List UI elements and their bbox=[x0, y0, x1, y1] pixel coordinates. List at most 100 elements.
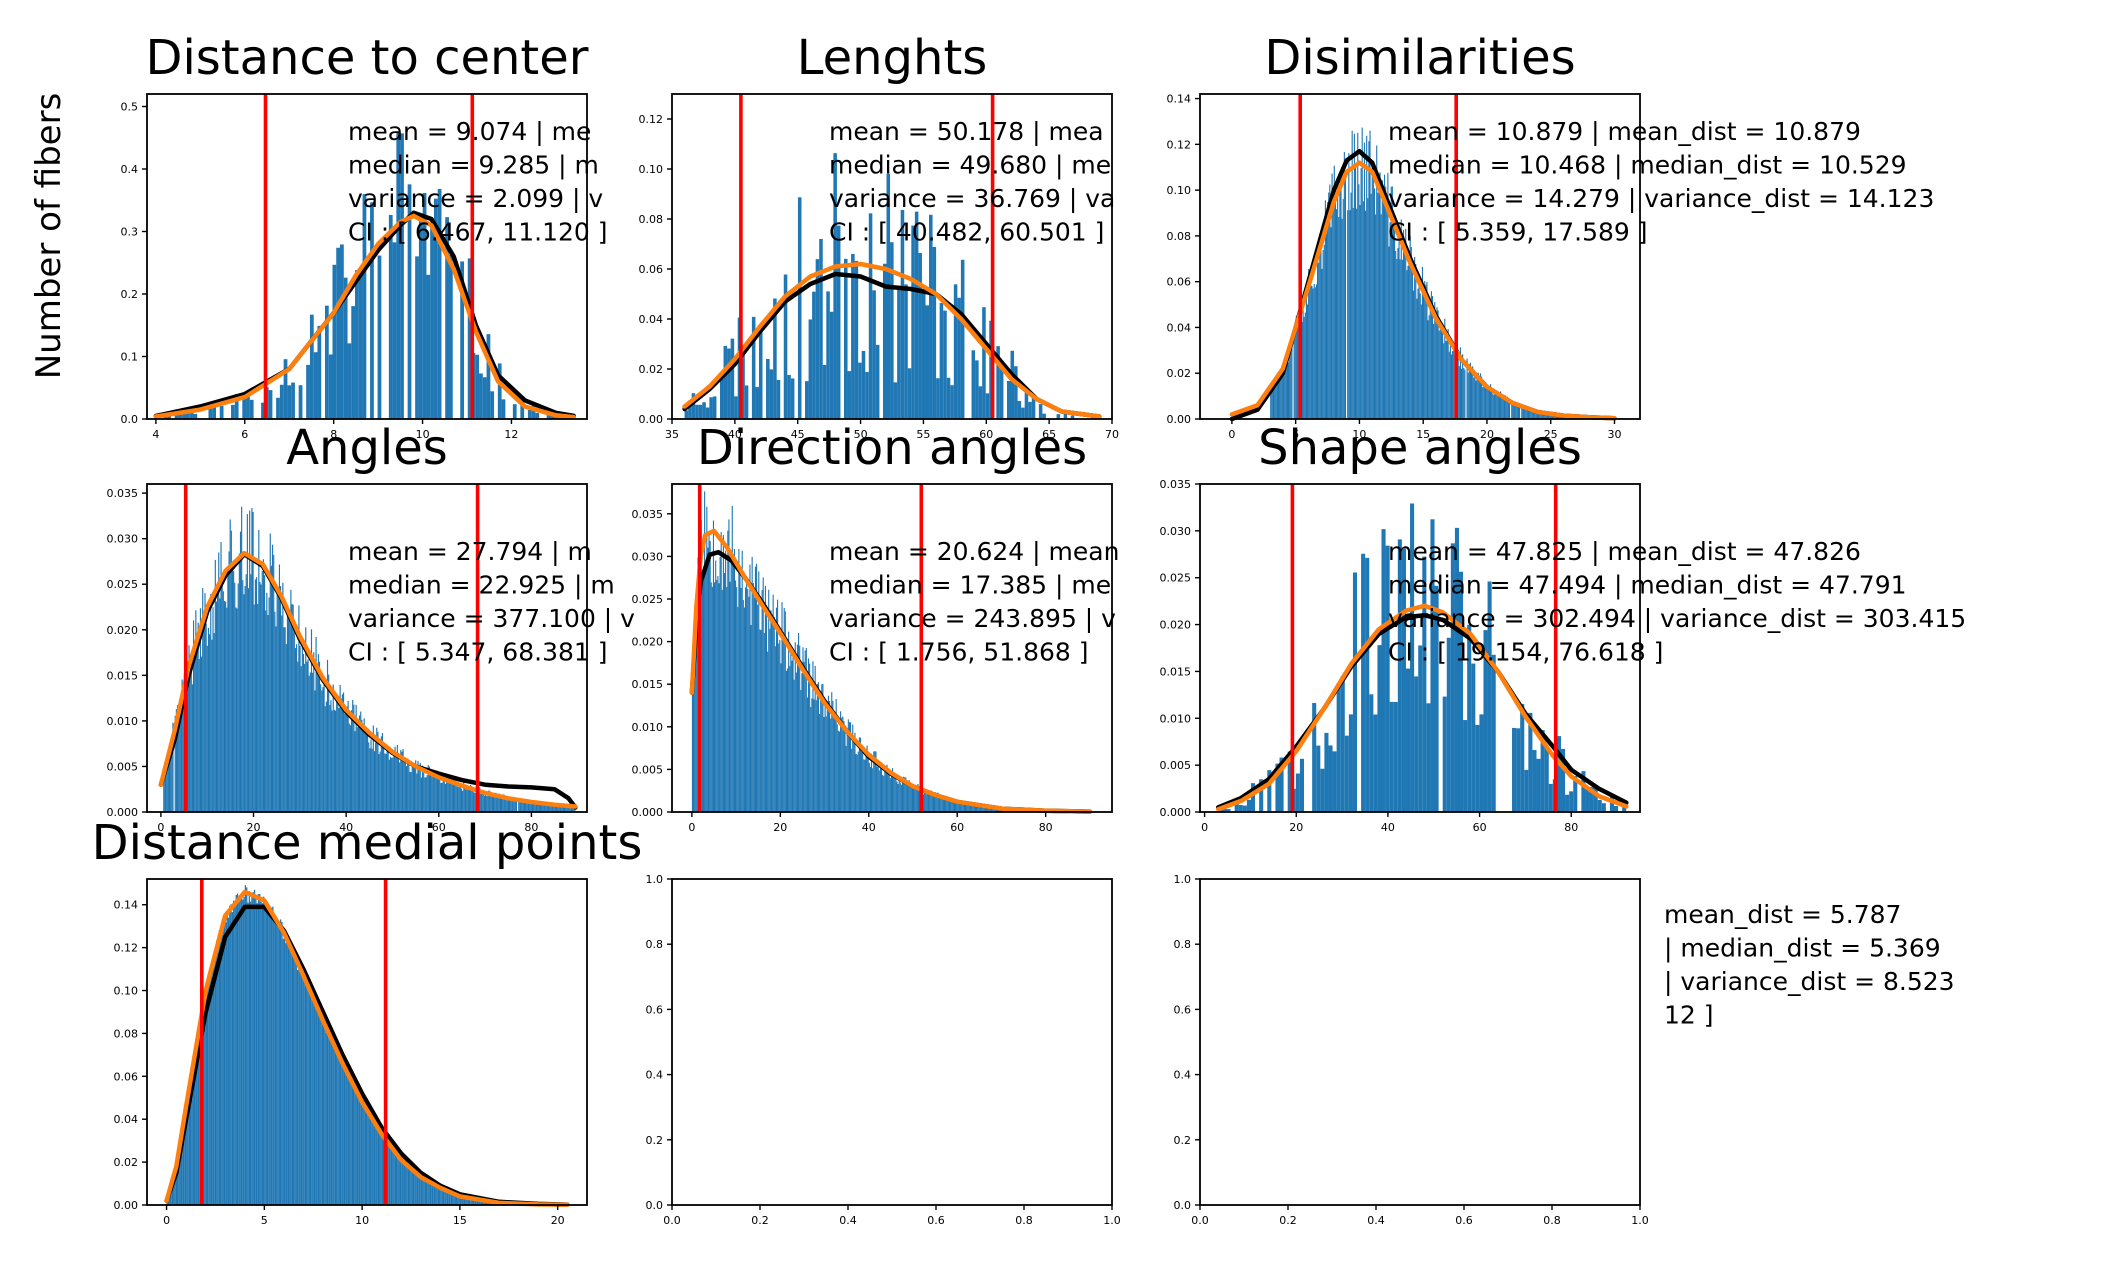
histogram-bar bbox=[351, 1086, 353, 1205]
histogram-bar bbox=[738, 548, 740, 812]
histogram-bar bbox=[184, 1107, 187, 1205]
histogram-bar bbox=[377, 1129, 380, 1205]
histogram-bar bbox=[1415, 264, 1417, 419]
x-tick-label: 15 bbox=[1416, 428, 1430, 441]
histogram-bar bbox=[284, 627, 286, 812]
histogram-bar bbox=[222, 591, 224, 812]
histogram-bar bbox=[449, 782, 451, 812]
histogram-bar bbox=[482, 791, 484, 812]
histogram-bar bbox=[1006, 380, 1011, 419]
histogram-bar bbox=[1332, 204, 1334, 419]
histogram-bar bbox=[1463, 720, 1468, 812]
histogram-bar bbox=[195, 610, 197, 812]
histogram-bar bbox=[199, 608, 201, 812]
figure-ylabel: Number of fibers bbox=[29, 93, 69, 380]
histogram-bar bbox=[202, 588, 204, 812]
histogram-bar bbox=[1569, 791, 1574, 812]
histogram-bar bbox=[1505, 397, 1507, 419]
histogram-bar bbox=[947, 801, 949, 812]
histogram-bar bbox=[267, 615, 269, 812]
histogram-bar bbox=[1014, 366, 1018, 419]
histogram-bar bbox=[812, 291, 816, 419]
histogram-bar bbox=[1483, 630, 1488, 812]
histogram-bar bbox=[482, 377, 487, 419]
histogram-bar bbox=[822, 364, 827, 419]
histogram-bar bbox=[459, 786, 461, 812]
histogram-bar bbox=[1366, 135, 1368, 419]
histogram-bar bbox=[1460, 368, 1463, 419]
histogram-bar bbox=[1271, 388, 1273, 419]
histogram-bar bbox=[901, 780, 904, 812]
histogram-bar bbox=[876, 766, 878, 812]
histogram-bar bbox=[1354, 163, 1357, 419]
histogram-bar bbox=[211, 639, 213, 812]
histogram-bar bbox=[403, 1163, 406, 1205]
histogram-bar bbox=[341, 694, 343, 812]
histogram-bar bbox=[1468, 364, 1470, 419]
histogram-bar bbox=[844, 727, 846, 812]
histogram-bar bbox=[352, 1082, 355, 1205]
histogram-bar bbox=[997, 808, 999, 812]
histogram-bar bbox=[967, 804, 969, 812]
histogram-bar bbox=[440, 782, 442, 812]
histogram-bar bbox=[749, 564, 751, 812]
histogram-bars bbox=[684, 153, 1075, 419]
histogram-bars bbox=[155, 132, 566, 419]
histogram-bar bbox=[428, 766, 431, 812]
histogram-bar bbox=[1306, 304, 1309, 419]
histogram-bar bbox=[1487, 389, 1489, 419]
histogram-bar bbox=[213, 960, 215, 1205]
histogram-bar bbox=[415, 760, 417, 812]
histogram-bar bbox=[509, 799, 511, 812]
histogram-bar bbox=[706, 506, 708, 812]
histogram-bar bbox=[816, 683, 818, 812]
histogram-bar bbox=[935, 792, 937, 812]
histogram-bar bbox=[221, 584, 223, 812]
histogram-bar bbox=[883, 775, 885, 812]
histogram-bar bbox=[1524, 408, 1526, 419]
histogram-bar bbox=[1479, 373, 1482, 419]
histogram-bar bbox=[444, 783, 447, 812]
y-tick-label: 0.08 bbox=[114, 1027, 139, 1040]
y-tick-label: 0.020 bbox=[107, 624, 139, 637]
x-tick-label: 0.8 bbox=[1015, 1214, 1033, 1227]
histogram-bar bbox=[1459, 347, 1461, 419]
histogram-bar bbox=[486, 796, 488, 812]
histogram-bar bbox=[345, 709, 347, 812]
histogram-bar bbox=[1508, 402, 1511, 419]
x-tick-label: 8 bbox=[330, 428, 337, 441]
histogram-bar bbox=[987, 807, 989, 812]
histogram-bar bbox=[792, 654, 794, 812]
histogram-bar bbox=[757, 604, 759, 812]
histogram-bar bbox=[1398, 230, 1400, 419]
histogram-bar bbox=[1293, 338, 1295, 419]
histogram-bar bbox=[546, 803, 548, 812]
y-tick-label: 0.08 bbox=[1167, 230, 1192, 243]
histogram-bar bbox=[463, 781, 465, 812]
y-tick-label: 0.0 bbox=[646, 1199, 664, 1212]
histogram-bar bbox=[367, 735, 369, 812]
y-tick-label: 0.010 bbox=[1160, 712, 1192, 725]
histogram-bar bbox=[1546, 413, 1549, 419]
histogram-bar bbox=[1442, 696, 1447, 812]
histogram-bar bbox=[1444, 318, 1446, 419]
histogram-bar bbox=[393, 1150, 395, 1205]
histogram-bar bbox=[938, 793, 940, 812]
histogram-bar bbox=[926, 794, 928, 812]
y-tick-label: 0.030 bbox=[1160, 525, 1192, 538]
histogram-bar bbox=[693, 684, 695, 812]
histogram-bar bbox=[300, 970, 303, 1205]
histogram-bar bbox=[320, 684, 322, 812]
histogram-bar bbox=[410, 772, 412, 812]
histogram-bar bbox=[554, 804, 556, 812]
histogram-bar bbox=[790, 378, 795, 419]
histogram-bar bbox=[1363, 142, 1365, 420]
histogram-bar bbox=[195, 1044, 197, 1205]
histogram-bar bbox=[371, 1118, 373, 1205]
histogram-bar bbox=[342, 692, 345, 812]
histogram-bar bbox=[208, 408, 213, 419]
histogram-bar bbox=[707, 547, 709, 812]
histogram-bar bbox=[331, 710, 333, 812]
histogram-bar bbox=[386, 1140, 389, 1205]
histogram-bar bbox=[329, 705, 331, 812]
